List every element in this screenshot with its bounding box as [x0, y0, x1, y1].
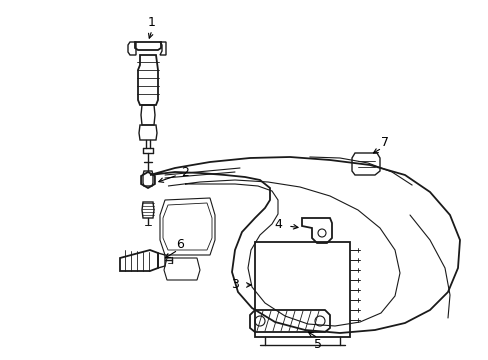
Text: 6: 6: [176, 238, 183, 252]
Text: 5: 5: [313, 338, 321, 351]
Text: 1: 1: [148, 15, 156, 28]
Text: 2: 2: [181, 166, 188, 179]
Text: 4: 4: [273, 219, 282, 231]
Text: 3: 3: [231, 279, 239, 292]
Text: 7: 7: [380, 136, 388, 149]
